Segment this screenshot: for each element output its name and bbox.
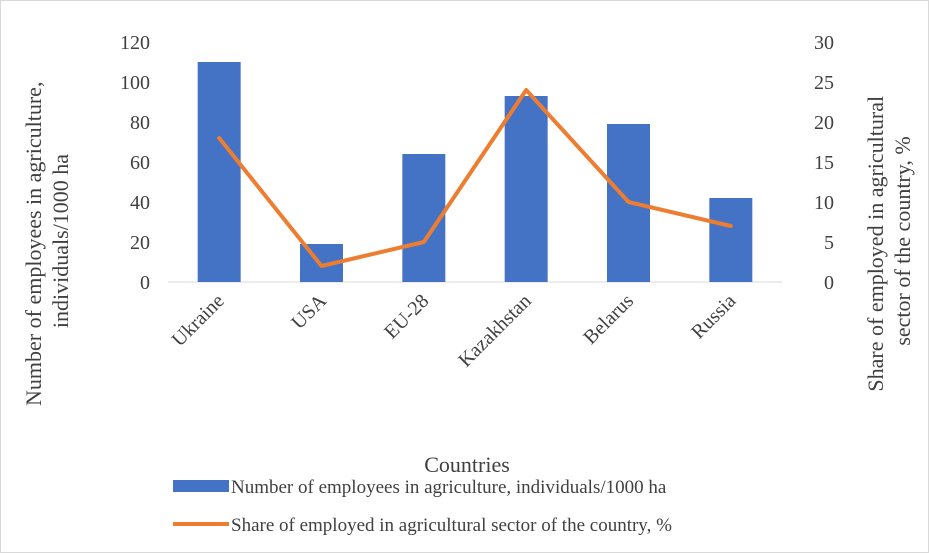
legend: Number of employees in agriculture, indi… [173, 477, 672, 536]
legend-swatch-bars [173, 480, 229, 492]
left-axis-title: Number of employees in agriculture, indi… [21, 76, 73, 406]
left-axis-tick-label: 60 [130, 152, 150, 174]
line-series [217, 88, 733, 268]
left-axis-tick-label: 120 [120, 32, 150, 54]
right-axis-tick-label: 20 [814, 112, 834, 134]
right-axis-ticks: 0 5 10 15 20 25 30 [814, 32, 834, 294]
x-axis-tick-label: Kazakhstan [454, 290, 536, 372]
x-axis-tick-label: USA [287, 290, 331, 334]
x-axis-tick-label: EU-28 [380, 290, 433, 343]
right-axis-title-line-1: Share of employed in agricultural [863, 96, 888, 392]
x-axis-ticks: Ukraine USA EU-28 Kazakhstan Belarus Russia [168, 290, 741, 372]
right-axis-title: Share of employed in agricultural sector… [863, 90, 915, 391]
left-axis-tick-label: 40 [130, 192, 150, 214]
right-axis-tick-label: 15 [814, 152, 834, 174]
bar [709, 198, 753, 282]
legend-item-bars: Number of employees in agriculture, indi… [173, 477, 667, 498]
left-axis-title-line-2: individuals/1000 ha [48, 154, 73, 328]
x-axis-tick-label: Russia [687, 290, 740, 343]
legend-label-bars: Number of employees in agriculture, indi… [231, 477, 667, 498]
right-axis-tick-label: 0 [824, 272, 834, 294]
left-axis-tick-label: 100 [120, 72, 150, 94]
right-axis-tick-label: 25 [814, 72, 834, 94]
x-axis-title: Countries [424, 452, 510, 477]
right-axis-tick-label: 5 [824, 232, 834, 254]
x-axis-tick-label: Belarus [579, 290, 638, 349]
left-axis-ticks: 0 20 40 60 80 100 120 [120, 32, 150, 294]
right-axis-title-line-2: sector of the country, % [890, 136, 915, 345]
right-axis-tick-label: 10 [814, 192, 834, 214]
bar [197, 62, 241, 282]
left-axis-tick-label: 80 [130, 112, 150, 134]
right-axis-tick-label: 30 [814, 32, 834, 54]
left-axis-tick-label: 0 [140, 272, 150, 294]
legend-item-line: Share of employed in agricultural sector… [173, 515, 672, 536]
bar-series [197, 62, 753, 282]
left-axis-title-line-1: Number of employees in agriculture, [21, 82, 46, 406]
legend-label-line: Share of employed in agricultural sector… [231, 515, 672, 536]
bar [504, 96, 548, 282]
left-axis-tick-label: 20 [130, 232, 150, 254]
x-axis-tick-label: Ukraine [168, 290, 229, 351]
